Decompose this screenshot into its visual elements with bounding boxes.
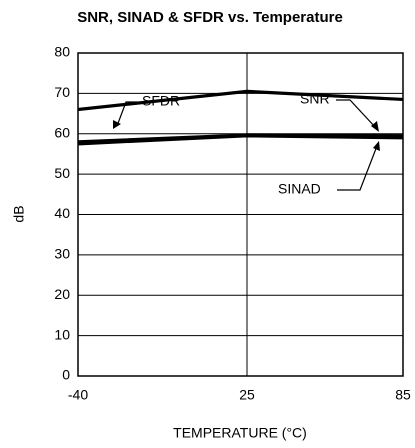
series-line bbox=[77, 89, 404, 112]
chart-title: SNR, SINAD & SFDR vs. Temperature bbox=[77, 9, 343, 26]
series-line bbox=[77, 134, 404, 146]
annotation-label: SINAD bbox=[278, 181, 321, 197]
y-tick-label: 60 bbox=[54, 124, 70, 140]
y-tick-label: 70 bbox=[54, 84, 70, 100]
x-tick-label: -40 bbox=[68, 387, 88, 403]
sfdr-arrow bbox=[113, 120, 121, 129]
y-tick-label: 80 bbox=[54, 44, 70, 60]
sinad-arrow bbox=[373, 141, 380, 151]
x-axis-label: TEMPERATURE (°C) bbox=[173, 425, 307, 441]
snr-leader bbox=[336, 99, 377, 129]
y-tick-label: 30 bbox=[54, 246, 70, 262]
y-tick-label: 40 bbox=[54, 205, 70, 221]
y-tick-label: 20 bbox=[54, 286, 70, 302]
sinad-leader bbox=[337, 145, 378, 191]
y-tick-label: 0 bbox=[62, 367, 70, 383]
x-tick-label: 85 bbox=[395, 387, 411, 403]
y-tick-label: 50 bbox=[54, 165, 70, 181]
y-tick-label: 10 bbox=[54, 326, 70, 342]
x-tick-label: 25 bbox=[239, 387, 255, 403]
snr-arrow bbox=[371, 121, 379, 132]
y-axis-label: dB bbox=[11, 205, 27, 222]
